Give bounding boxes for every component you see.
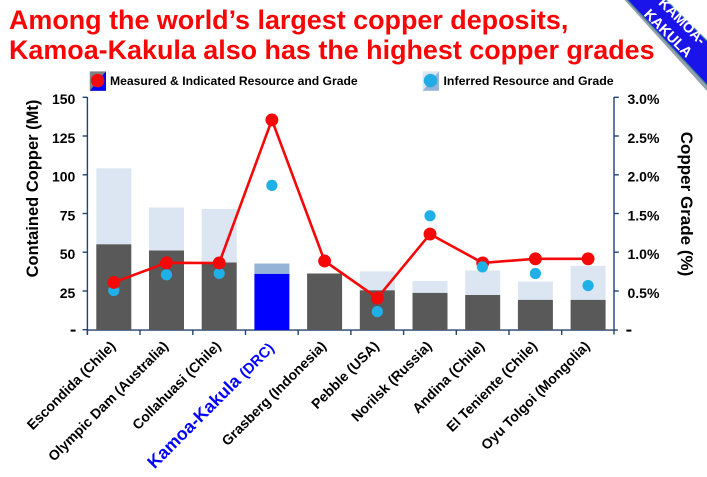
svg-text:50: 50 [60,246,76,262]
svg-text:100: 100 [52,169,76,185]
svg-text:Escondida (Chile): Escondida (Chile) [24,338,119,433]
svg-text:25: 25 [60,285,76,301]
svg-text:1.0%: 1.0% [628,246,660,262]
svg-text:3.0%: 3.0% [628,91,660,107]
svg-text:Copper Grade (%): Copper Grade (%) [677,132,696,277]
svg-text:2.0%: 2.0% [628,169,660,185]
svg-text:Inferred Resource and Grade: Inferred Resource and Grade [444,74,614,88]
svg-text:El Teniente (Chile): El Teniente (Chile) [443,338,540,435]
svg-text:0.5%: 0.5% [628,285,660,301]
svg-text:1.5%: 1.5% [628,207,660,223]
svg-text:Oyu Tolgoi (Mongolia): Oyu Tolgoi (Mongolia) [478,338,593,453]
svg-text:125: 125 [52,130,76,146]
svg-text:75: 75 [60,207,76,223]
svg-text:150: 150 [52,91,76,107]
svg-text:Contained Copper (Mt): Contained Copper (Mt) [24,100,42,278]
svg-text:Measured & Indicated Resource: Measured & Indicated Resource and Grade [110,74,358,88]
svg-text:2.5%: 2.5% [628,130,660,146]
